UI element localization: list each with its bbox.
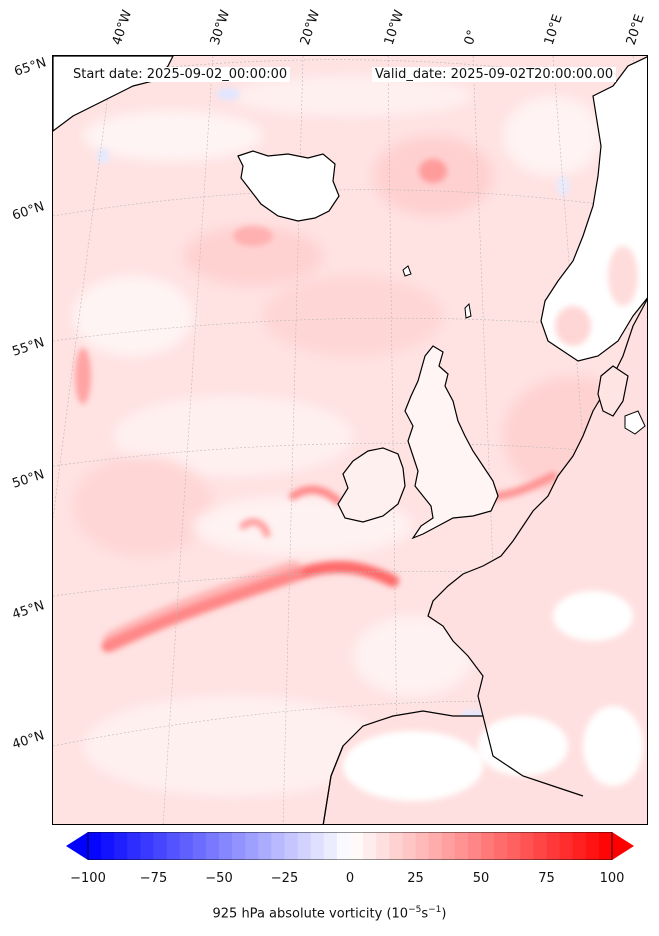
colorbar-low-extend: [66, 832, 88, 860]
colorbar-step: [284, 832, 298, 860]
colorbar-step: [389, 832, 403, 860]
colorbar-step: [350, 832, 364, 860]
colorbar-step: [507, 832, 521, 860]
colorbar-step: [572, 832, 587, 860]
iberia-east-coast: [482, 715, 584, 797]
colorbar-step: [336, 832, 351, 860]
colorbar-step: [363, 832, 377, 860]
lon-label-0: 0°: [461, 28, 481, 47]
colorbar-step: [127, 832, 141, 860]
colorbar-step: [376, 832, 390, 860]
colorbar: [66, 832, 634, 860]
colorbar-step: [402, 832, 416, 860]
lon-label-20e: 20°E: [623, 12, 648, 48]
colorbar-step: [179, 832, 194, 860]
lon-label-30w: 30°W: [207, 8, 234, 47]
colorbar-tick: 25: [407, 871, 424, 886]
lon-label-20w: 20°W: [297, 8, 324, 47]
great-britain: [404, 345, 499, 540]
colorbar-steps: [88, 832, 613, 860]
colorbar-step: [585, 832, 600, 860]
lon-label-10w: 10°W: [381, 8, 408, 47]
colorbar-step: [88, 832, 102, 860]
colorbar-step: [441, 832, 456, 860]
colorbar-step: [323, 832, 338, 860]
colorbar-step: [598, 832, 613, 860]
colorbar-step: [140, 832, 154, 860]
colorbar-step: [546, 832, 560, 860]
lat-label-40n: 40°N: [10, 728, 47, 753]
colorbar-step: [101, 832, 115, 860]
map-canvas: [53, 56, 647, 824]
colorbar-step: [219, 832, 233, 860]
lon-label-10e: 10°E: [541, 12, 566, 48]
colorbar-tick: −25: [270, 871, 299, 886]
colorbar-step: [310, 832, 325, 860]
colorbar-step: [192, 832, 207, 860]
lon-label-40w: 40°W: [109, 8, 136, 47]
colorbar-step: [494, 832, 508, 860]
colorbar-step: [245, 832, 259, 860]
colorbar-step: [428, 832, 443, 860]
lat-label-60n: 60°N: [10, 199, 47, 224]
colorbar-step: [415, 832, 429, 860]
lat-label-50n: 50°N: [10, 467, 47, 492]
colorbar-tick: 50: [472, 871, 490, 886]
iceland-landmass: [237, 150, 340, 222]
colorbar-step: [232, 832, 246, 860]
continental-europe: [322, 298, 647, 824]
shetland-islands: [464, 302, 472, 319]
colorbar-step: [533, 832, 547, 860]
map-panel: [52, 55, 648, 825]
ireland: [337, 447, 406, 523]
colorbar-step: [454, 832, 469, 860]
colorbar-step: [559, 832, 574, 860]
colorbar-tick: −100: [70, 871, 106, 886]
faroe-islands: [402, 265, 412, 277]
colorbar-tick: −50: [205, 871, 233, 886]
colorbar-step: [205, 832, 220, 860]
start-date-label: Start date: 2025-09-02_00:00:00: [70, 67, 291, 82]
denmark: [597, 365, 629, 417]
colorbar-step: [271, 832, 285, 860]
colorbar-step: [258, 832, 272, 860]
colorbar-step: [297, 832, 312, 860]
colorbar-tick: 0: [345, 871, 355, 886]
colorbar-step: [153, 832, 167, 860]
colorbar-step: [520, 832, 534, 860]
baltic-island: [624, 410, 646, 435]
colorbar-tick: 100: [599, 871, 625, 886]
lat-label-45n: 45°N: [10, 598, 47, 623]
colorbar-tick: −75: [139, 871, 168, 886]
colorbar-step: [467, 832, 482, 860]
colorbar-tick: 75: [538, 871, 555, 886]
lat-label-65n: 65°N: [12, 55, 49, 80]
colorbar-step: [166, 832, 181, 860]
colorbar-step: [481, 832, 495, 860]
lat-label-55n: 55°N: [10, 335, 47, 360]
colorbar-high-extend: [612, 832, 634, 860]
colorbar-step: [114, 832, 128, 860]
valid-date-label: Valid_date: 2025-09-02T20:00:00.00: [372, 67, 617, 82]
colorbar-label: 925 hPa absolute vorticity (10−5s−1): [212, 905, 447, 922]
